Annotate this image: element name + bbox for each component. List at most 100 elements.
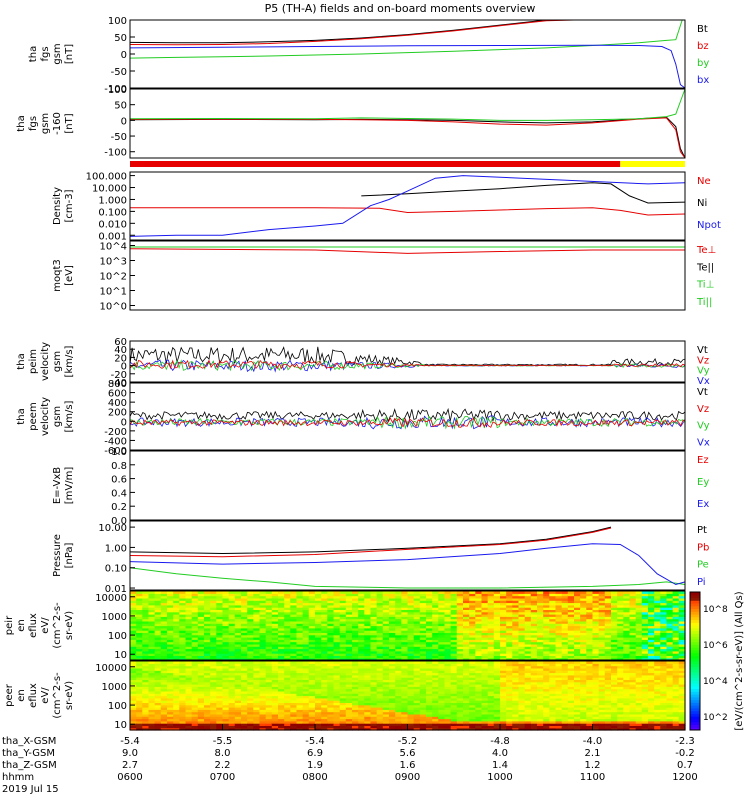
heatmap-cell (444, 630, 452, 633)
heatmap-cell (271, 639, 279, 643)
heatmap-cell (160, 595, 168, 599)
heatmap-cell (413, 725, 421, 729)
heatmap-cell (271, 607, 279, 610)
heatmap-cell (179, 665, 187, 669)
heatmap-cell (660, 637, 668, 640)
heatmap-cell (623, 593, 631, 597)
heatmap-cell (222, 614, 230, 617)
heatmap-cell (512, 725, 520, 729)
heatmap-cell (271, 614, 279, 617)
heatmap-cell (136, 657, 143, 661)
heatmap-cell (136, 665, 143, 669)
heatmap-cell (210, 725, 217, 729)
heatmap-cell (530, 657, 538, 661)
heatmap-cell (191, 686, 199, 690)
heatmap-cell (241, 713, 248, 717)
heatmap-cell (611, 623, 618, 627)
heatmap-cell (463, 713, 470, 717)
heatmap-cell (222, 611, 230, 615)
heatmap-cell (247, 643, 254, 647)
heatmap-cell (191, 667, 199, 671)
heatmap-cell (475, 591, 483, 594)
heatmap-cell (185, 686, 193, 690)
heatmap-cell (407, 632, 415, 636)
heatmap-cell (154, 630, 162, 633)
heatmap-cell (241, 716, 248, 720)
heatmap-cell (487, 604, 495, 608)
heatmap-cell (284, 723, 291, 726)
heatmap-cell (345, 718, 353, 722)
heatmap-cell (197, 661, 205, 664)
heatmap-cell (345, 672, 353, 676)
heatmap-cell (654, 655, 661, 659)
heatmap-cell (463, 625, 470, 629)
heatmap-cell (296, 681, 304, 685)
heatmap-cell (592, 602, 600, 606)
heatmap-cell (253, 600, 261, 604)
heatmap-cell (506, 618, 513, 622)
heatmap-cell (493, 713, 501, 717)
heatmap-cell (389, 602, 396, 606)
heatmap-cell (370, 634, 378, 638)
heatmap-cell (358, 639, 365, 643)
heatmap-cell (654, 616, 661, 620)
heatmap-cell (524, 672, 532, 676)
heatmap-cell (555, 690, 563, 694)
heatmap-cell (160, 720, 168, 724)
heatmap-cell (444, 727, 452, 731)
heatmap-cell (469, 639, 476, 643)
heatmap-cell (333, 718, 341, 722)
heatmap-cell (370, 630, 378, 633)
heatmap-cell (469, 661, 476, 664)
heatmap-cell (136, 727, 143, 731)
heatmap-cell (191, 593, 199, 597)
heatmap-cell (456, 674, 464, 678)
heatmap-cell (444, 711, 452, 715)
heatmap-cell (265, 707, 273, 710)
heatmap-cell (253, 655, 261, 659)
heatmap-cell (296, 679, 304, 683)
heatmap-cell (271, 648, 279, 652)
heatmap-cell (259, 704, 267, 708)
heatmap-cell (204, 602, 211, 606)
heatmap-cell (352, 593, 359, 597)
heatmap-cell (234, 632, 242, 636)
heatmap-cell (142, 665, 150, 669)
heatmap-cell (333, 593, 341, 597)
heatmap-cell (296, 639, 304, 643)
heatmap-cell (167, 695, 174, 699)
heatmap-cell (327, 643, 335, 647)
heatmap-cell (506, 702, 513, 706)
heatmap-cell (142, 679, 150, 683)
heatmap-cell (333, 657, 341, 661)
heatmap-cell (204, 727, 211, 731)
heatmap-cell (419, 632, 427, 636)
heatmap-cell (228, 609, 236, 613)
heatmap-cell (160, 643, 168, 647)
heatmap-cell (635, 627, 643, 631)
heatmap-cell (530, 655, 538, 659)
heatmap-cell (493, 634, 501, 638)
heatmap-cell (487, 643, 495, 647)
heatmap-cell (419, 593, 427, 597)
heatmap-cell (635, 611, 643, 615)
heatmap-cell (160, 695, 168, 699)
heatmap-cell (678, 611, 686, 615)
heatmap-cell (179, 614, 187, 617)
heatmap-cell (284, 639, 291, 643)
y-tick-label: 0 (121, 116, 127, 127)
heatmap-cell (389, 600, 396, 604)
heatmap-cell (308, 632, 316, 636)
heatmap-cell (142, 607, 150, 610)
heatmap-cell (530, 716, 538, 720)
heatmap-cell (623, 597, 631, 601)
heatmap-cell (456, 637, 464, 640)
heatmap-cell (284, 681, 291, 685)
heatmap-cell (419, 672, 427, 676)
heatmap-cell (500, 593, 507, 597)
heatmap-cell (216, 604, 224, 608)
heatmap-cell (333, 630, 341, 633)
heatmap-cell (210, 611, 217, 615)
heatmap-cell (493, 637, 501, 640)
